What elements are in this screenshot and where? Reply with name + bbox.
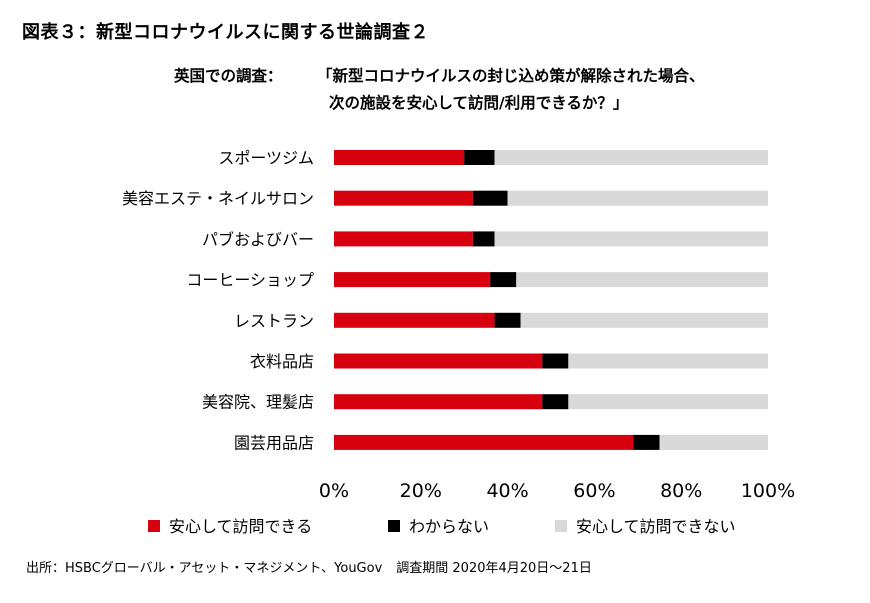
x-tick-label: 40% [486,480,528,502]
bar-group [334,150,768,450]
legend-swatch-safe [148,520,160,532]
survey-question-line2: 次の施設を安心して訪問/利用できるか？」 [329,94,629,112]
bar-unknown-5 [494,312,521,328]
category-label: パブおよびバー [202,230,314,249]
bar-safe-8 [334,434,634,450]
bar-unknown-1 [464,150,495,165]
legend-swatch-unknown [388,520,400,532]
category-label: 美容院、理髪店 [202,393,314,412]
x-tick-label: 100% [741,480,795,502]
category-label: スポーツジム [218,149,314,168]
bar-unsafe-4 [516,272,768,288]
category-label: コーヒーショップ [186,271,314,290]
survey-period: 調査期間 2020年4月20日～21日 [396,561,592,576]
bar-unsafe-1 [494,150,768,165]
bar-safe-5 [334,312,495,328]
bar-unknown-4 [490,272,517,288]
figure-title: 図表３：新型コロナウイルスに関する世論調査２ [22,22,429,43]
bar-safe-1 [334,150,465,165]
x-tick-label: 80% [660,480,702,502]
x-tick-label: 0% [319,480,349,502]
bar-safe-2 [334,190,473,206]
category-label: 園芸用品店 [234,433,314,452]
x-tick-label: 60% [573,480,615,502]
legend-label-unknown: わからない [409,517,489,536]
bar-safe-4 [334,272,491,288]
bar-unsafe-6 [568,353,768,369]
legend-swatch-unsafe [555,520,567,532]
category-label: 美容エステ・ネイルサロン [122,189,314,208]
source-note: 出所：HSBCグローバル・アセット・マネジメント、YouGov [26,561,383,576]
bar-unknown-7 [542,394,569,410]
bar-unsafe-5 [520,312,768,328]
category-label: レストラン [234,311,314,330]
legend-label-safe: 安心して訪問できる [169,517,312,536]
bar-safe-7 [334,394,543,410]
bar-unknown-3 [472,231,495,247]
bar-unsafe-8 [659,434,768,450]
legend-label-unsafe: 安心して訪問できない [576,517,736,536]
x-tick-label: 20% [400,480,442,502]
survey-label: 英国での調査： [174,67,283,85]
bar-safe-6 [334,353,543,369]
category-labels: スポーツジム美容エステ・ネイルサロンパブおよびバーコーヒーショップレストラン衣料… [122,149,314,453]
footer: 出所：HSBCグローバル・アセット・マネジメント、YouGov 調査期間 2020… [26,557,592,576]
bar-unknown-2 [472,190,508,206]
bar-unknown-6 [542,353,569,369]
bar-safe-3 [334,231,473,247]
legend: 安心して訪問できる わからない 安心して訪問できない [148,517,736,536]
x-tick-labels: 0% 20% 40% 60% 80% 100% [319,480,795,502]
bar-unknown-8 [633,434,660,450]
bar-unsafe-2 [507,190,768,206]
survey-question-line1: 「新型コロナウイルスの封じ込め策が解除された場合、 [317,67,705,85]
category-label: 衣料品店 [250,352,314,371]
bar-unsafe-7 [568,394,768,410]
bar-unsafe-3 [494,231,768,247]
